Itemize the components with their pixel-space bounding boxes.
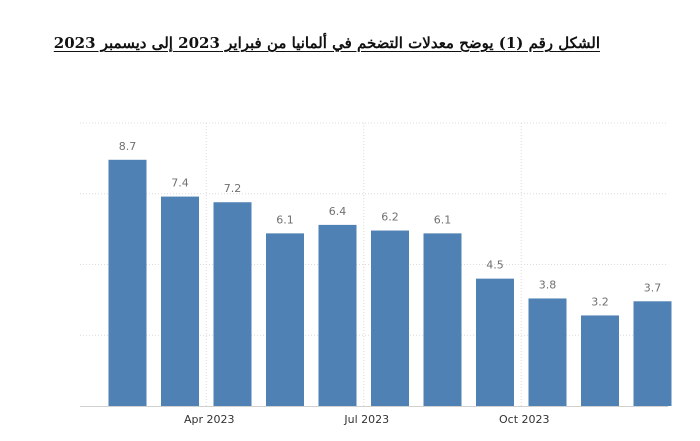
bar — [371, 230, 409, 406]
data-label: 4.5 — [486, 259, 504, 272]
x-tick-label: Jul 2023 — [343, 413, 389, 426]
data-label: 6.1 — [276, 213, 294, 226]
chart-title: الشكل رقم (1) يوضح معدلات التضخم في ألما… — [53, 34, 600, 52]
data-label: 6.4 — [329, 205, 347, 218]
bar — [318, 224, 357, 406]
bar — [423, 233, 462, 406]
bar — [633, 301, 672, 406]
bar — [161, 196, 199, 406]
x-tick-label: Apr 2023 — [184, 413, 235, 426]
data-label: 7.4 — [171, 177, 189, 190]
bar — [108, 159, 147, 406]
x-tick-label: Oct 2023 — [499, 413, 550, 426]
data-label: 3.2 — [591, 295, 609, 308]
bar — [528, 298, 567, 406]
data-label: 6.2 — [381, 211, 399, 224]
bar — [213, 202, 252, 406]
bar — [476, 278, 514, 406]
data-label: 6.1 — [434, 213, 452, 226]
data-label: 7.2 — [224, 182, 242, 195]
bar — [266, 233, 304, 406]
data-label: 3.8 — [539, 278, 557, 291]
data-label: 3.7 — [644, 281, 662, 294]
data-label: 8.7 — [119, 140, 137, 153]
bar — [581, 315, 619, 406]
